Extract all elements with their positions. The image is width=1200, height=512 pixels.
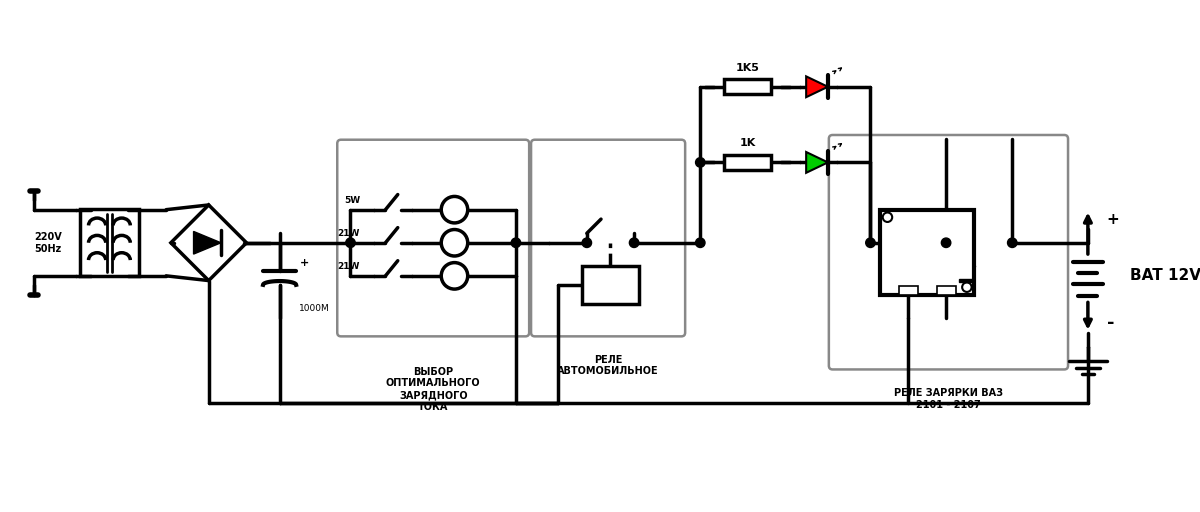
Text: 1K: 1K <box>739 138 756 148</box>
Text: 1000M: 1000M <box>299 304 329 313</box>
Polygon shape <box>806 152 828 173</box>
Circle shape <box>696 158 706 167</box>
Circle shape <box>442 263 468 289</box>
Text: 5W: 5W <box>344 196 360 205</box>
Circle shape <box>442 197 468 223</box>
Bar <box>959 279 974 283</box>
Polygon shape <box>170 205 246 281</box>
FancyBboxPatch shape <box>337 140 529 336</box>
Text: 121.3702: 121.3702 <box>898 238 956 248</box>
Text: РЕЛЕ
АВТОМОБИЛЬНОЕ: РЕЛЕ АВТОМОБИЛЬНОЕ <box>557 355 659 376</box>
Text: +: + <box>1106 211 1120 227</box>
Circle shape <box>941 238 950 247</box>
Circle shape <box>582 238 592 247</box>
Bar <box>724 79 772 94</box>
Text: +: + <box>300 258 310 268</box>
FancyBboxPatch shape <box>532 140 685 336</box>
Text: 1K5: 1K5 <box>736 62 760 73</box>
Text: -: - <box>1106 314 1115 332</box>
Text: 21W: 21W <box>337 229 360 238</box>
Bar <box>79 209 139 276</box>
Text: 15: 15 <box>941 286 952 295</box>
Circle shape <box>696 238 706 247</box>
Circle shape <box>865 238 875 247</box>
Bar <box>880 210 974 295</box>
FancyBboxPatch shape <box>829 135 1068 370</box>
Circle shape <box>629 238 638 247</box>
Text: 67: 67 <box>902 286 913 295</box>
Text: ВЫБОР
ОПТИМАЛЬНОГО
ЗАРЯДНОГО
ТОКА: ВЫБОР ОПТИМАЛЬНОГО ЗАРЯДНОГО ТОКА <box>386 367 480 412</box>
Circle shape <box>511 238 521 247</box>
Circle shape <box>1008 238 1016 247</box>
Bar <box>582 266 638 304</box>
Text: 21W: 21W <box>337 262 360 271</box>
Text: BAT 12V: BAT 12V <box>1130 268 1200 283</box>
Bar <box>724 155 772 170</box>
Text: РЕЛЕ ЗАРЯРКИ ВАЗ
2101 - 2107: РЕЛЕ ЗАРЯРКИ ВАЗ 2101 - 2107 <box>894 388 1003 410</box>
Text: 220V
50Hz: 220V 50Hz <box>34 232 62 253</box>
Bar <box>937 286 955 295</box>
Polygon shape <box>806 76 828 97</box>
Bar <box>899 286 918 295</box>
Circle shape <box>442 229 468 256</box>
Polygon shape <box>193 231 221 254</box>
Circle shape <box>346 238 355 247</box>
Circle shape <box>962 283 972 292</box>
Circle shape <box>883 212 892 222</box>
